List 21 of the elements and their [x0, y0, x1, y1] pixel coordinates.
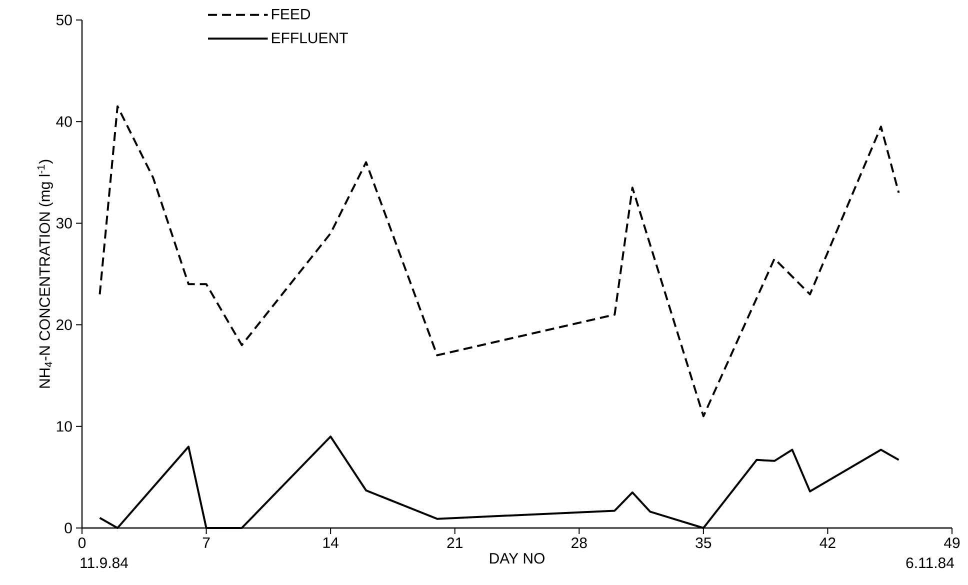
- x-tick-label: 28: [572, 538, 587, 548]
- y-tick-label: 10: [56, 421, 72, 432]
- x-tick-label: 7: [202, 538, 210, 548]
- x-tick-label: 0: [78, 538, 86, 548]
- x-tick-label: 42: [820, 538, 836, 548]
- x-axis-title: DAY NO: [490, 553, 544, 564]
- y-tick-label: 30: [56, 218, 72, 228]
- legend-label: EFFLUENT: [272, 32, 348, 44]
- line-series: [98, 105, 900, 418]
- text: 6.11.84: [906, 558, 954, 568]
- y-tick-label: 0: [64, 522, 72, 534]
- y-tick-label: 50: [56, 14, 72, 26]
- y-tick-label: 40: [56, 116, 72, 127]
- x-tick-label: 21: [447, 538, 462, 548]
- y-tick-label: 20: [56, 319, 72, 330]
- text: 11.9.84: [80, 558, 128, 568]
- legend-label: FEED: [272, 8, 310, 20]
- x-tick-label: 35: [696, 538, 712, 548]
- y-axis-title: NH$_{4}$-N CONCENTRATION (mg l$^{-1}$): [37, 160, 53, 388]
- x-tick-label: 14: [323, 538, 338, 548]
- x-tick-label: 49: [944, 538, 960, 548]
